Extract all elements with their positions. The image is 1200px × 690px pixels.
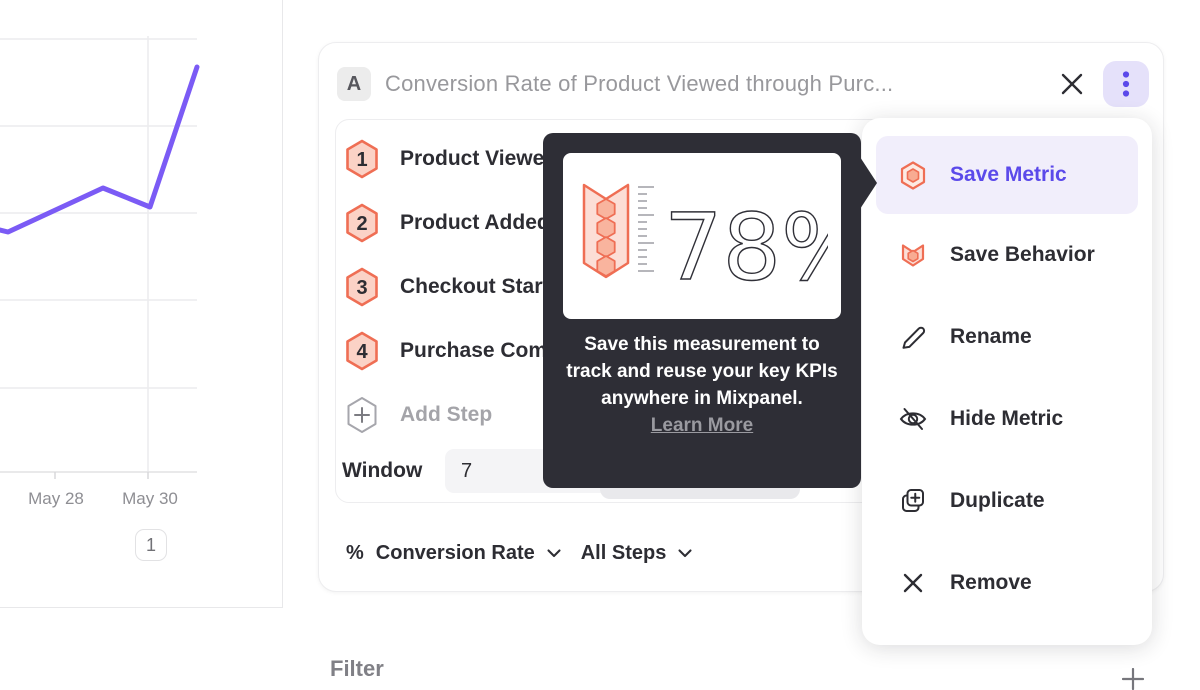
funnel-step-row[interactable]: 2 Product Added bbox=[344, 202, 550, 244]
menu-item-label: Save Behavior bbox=[950, 243, 1095, 266]
series-letter-badge: A bbox=[337, 67, 371, 101]
step-label: Checkout Started bbox=[400, 275, 574, 298]
ruler-icon bbox=[638, 186, 654, 272]
funnel-78-percent-illustration: 78% bbox=[582, 183, 828, 297]
window-label: Window bbox=[342, 459, 423, 482]
close-icon bbox=[1061, 73, 1083, 95]
menu-item-rename[interactable]: Rename bbox=[862, 296, 1152, 378]
menu-item-save-behavior[interactable]: Save Behavior bbox=[862, 214, 1152, 296]
save-behavior-icon bbox=[898, 240, 928, 270]
tooltip-message: Save this measurement to track and reuse… bbox=[566, 334, 838, 409]
menu-item-remove[interactable]: Remove bbox=[862, 542, 1152, 624]
step-number-badge: 4 bbox=[346, 331, 378, 371]
funnel-step-row[interactable]: 1 Product Viewed bbox=[344, 138, 557, 180]
menu-item-label: Hide Metric bbox=[950, 407, 1064, 430]
svg-text:2: 2 bbox=[356, 213, 367, 235]
add-step-hexagon-icon bbox=[347, 397, 377, 433]
window-row: Window bbox=[342, 450, 422, 492]
add-step-label: Add Step bbox=[400, 403, 493, 426]
menu-item-save-metric[interactable]: Save Metric bbox=[876, 136, 1138, 214]
step-number-badge: 1 bbox=[346, 139, 378, 179]
steps-scope-dropdown[interactable]: All Steps bbox=[580, 541, 667, 564]
menu-item-label: Rename bbox=[950, 325, 1032, 348]
menu-item-hide-metric[interactable]: Hide Metric bbox=[862, 378, 1152, 460]
chevron-down-icon[interactable] bbox=[547, 548, 561, 558]
svg-text:4: 4 bbox=[356, 341, 368, 363]
percent-icon: % bbox=[346, 541, 364, 564]
menu-item-label: Save Metric bbox=[950, 163, 1067, 186]
eye-off-icon bbox=[898, 404, 928, 434]
save-metric-icon bbox=[898, 160, 928, 190]
pencil-icon bbox=[898, 322, 928, 352]
trend-line-series bbox=[0, 64, 200, 235]
funnel-step-row[interactable]: 3 Checkout Started bbox=[344, 266, 574, 308]
tooltip-illustration: 78% bbox=[563, 153, 841, 319]
chevron-down-icon[interactable] bbox=[678, 548, 692, 558]
kebab-menu-icon bbox=[1122, 71, 1130, 97]
add-step-button[interactable]: Add Step bbox=[344, 394, 492, 436]
trend-chart-card: May 28 May 30 1 bbox=[0, 0, 283, 608]
menu-item-label: Duplicate bbox=[950, 489, 1045, 512]
close-panel-button[interactable] bbox=[1057, 69, 1087, 99]
svg-text:1: 1 bbox=[356, 149, 367, 171]
measurement-dropdown[interactable]: Conversion Rate bbox=[375, 541, 535, 564]
svg-text:3: 3 bbox=[356, 277, 367, 299]
panel-options-button[interactable] bbox=[1103, 61, 1149, 107]
x-axis-label: May 28 bbox=[28, 489, 84, 508]
menu-item-label: Remove bbox=[950, 571, 1032, 594]
step-label: Product Viewed bbox=[400, 147, 558, 170]
tooltip-value: 78% bbox=[664, 194, 828, 297]
tooltip-arrow bbox=[860, 157, 877, 209]
add-filter-plus-icon[interactable] bbox=[1122, 668, 1144, 690]
x-axis-label: May 30 bbox=[122, 489, 178, 508]
step-label: Product Added bbox=[400, 211, 550, 234]
filter-section-title: Filter bbox=[330, 656, 384, 681]
step-number-badge: 3 bbox=[346, 267, 378, 307]
menu-item-duplicate[interactable]: Duplicate bbox=[862, 460, 1152, 542]
panel-title: Conversion Rate of Product Viewed throug… bbox=[385, 71, 894, 96]
save-metric-tooltip: 78% Save this measurement to track and r… bbox=[543, 133, 877, 488]
measurement-row: % Conversion Rate All Steps bbox=[346, 536, 692, 570]
chart-page-indicator[interactable]: 1 bbox=[135, 529, 167, 561]
step-number-badge: 2 bbox=[346, 203, 378, 243]
options-dropdown-menu: Save Metric Save Behavior Rename Hide Me… bbox=[862, 118, 1152, 645]
duplicate-icon bbox=[898, 486, 928, 516]
learn-more-link[interactable]: Learn More bbox=[650, 414, 754, 436]
x-icon bbox=[898, 568, 928, 598]
line-chart bbox=[0, 36, 200, 479]
